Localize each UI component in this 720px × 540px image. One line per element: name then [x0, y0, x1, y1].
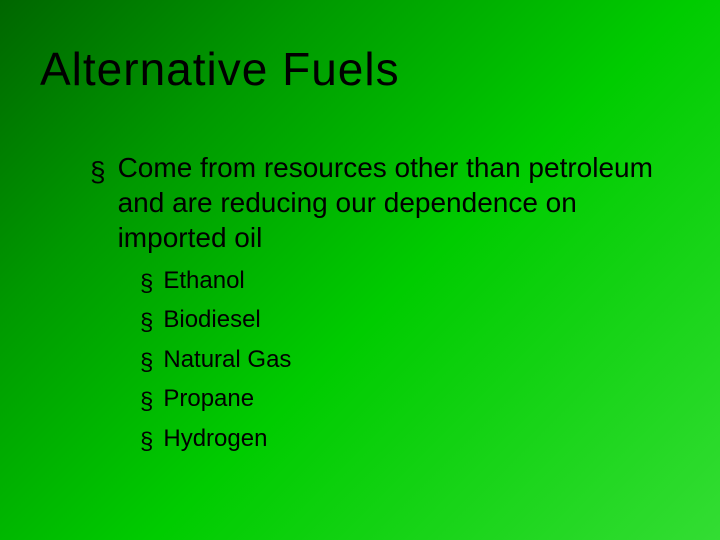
bullet-level2-text: Ethanol — [163, 265, 244, 297]
slide: Alternative Fuels § Come from resources … — [0, 0, 720, 540]
bullet-level2-text: Natural Gas — [163, 344, 291, 376]
slide-title: Alternative Fuels — [40, 42, 400, 96]
bullet-level1: § Come from resources other than petrole… — [90, 150, 660, 255]
section-bullet-icon: § — [140, 347, 153, 379]
bullet-level1-text: Come from resources other than petroleum… — [118, 150, 660, 255]
slide-body: § Come from resources other than petrole… — [90, 150, 660, 462]
bullet-level2: § Biodiesel — [140, 304, 660, 339]
bullet-level2: § Propane — [140, 383, 660, 418]
section-bullet-icon: § — [90, 154, 106, 189]
section-bullet-icon: § — [140, 426, 153, 458]
sublist: § Ethanol § Biodiesel § Natural Gas § Pr… — [140, 265, 660, 458]
bullet-level2: § Natural Gas — [140, 344, 660, 379]
section-bullet-icon: § — [140, 268, 153, 300]
bullet-level2: § Ethanol — [140, 265, 660, 300]
section-bullet-icon: § — [140, 386, 153, 418]
bullet-level2: § Hydrogen — [140, 423, 660, 458]
bullet-level2-text: Hydrogen — [163, 423, 267, 455]
section-bullet-icon: § — [140, 307, 153, 339]
bullet-level2-text: Propane — [163, 383, 254, 415]
bullet-level2-text: Biodiesel — [163, 304, 260, 336]
